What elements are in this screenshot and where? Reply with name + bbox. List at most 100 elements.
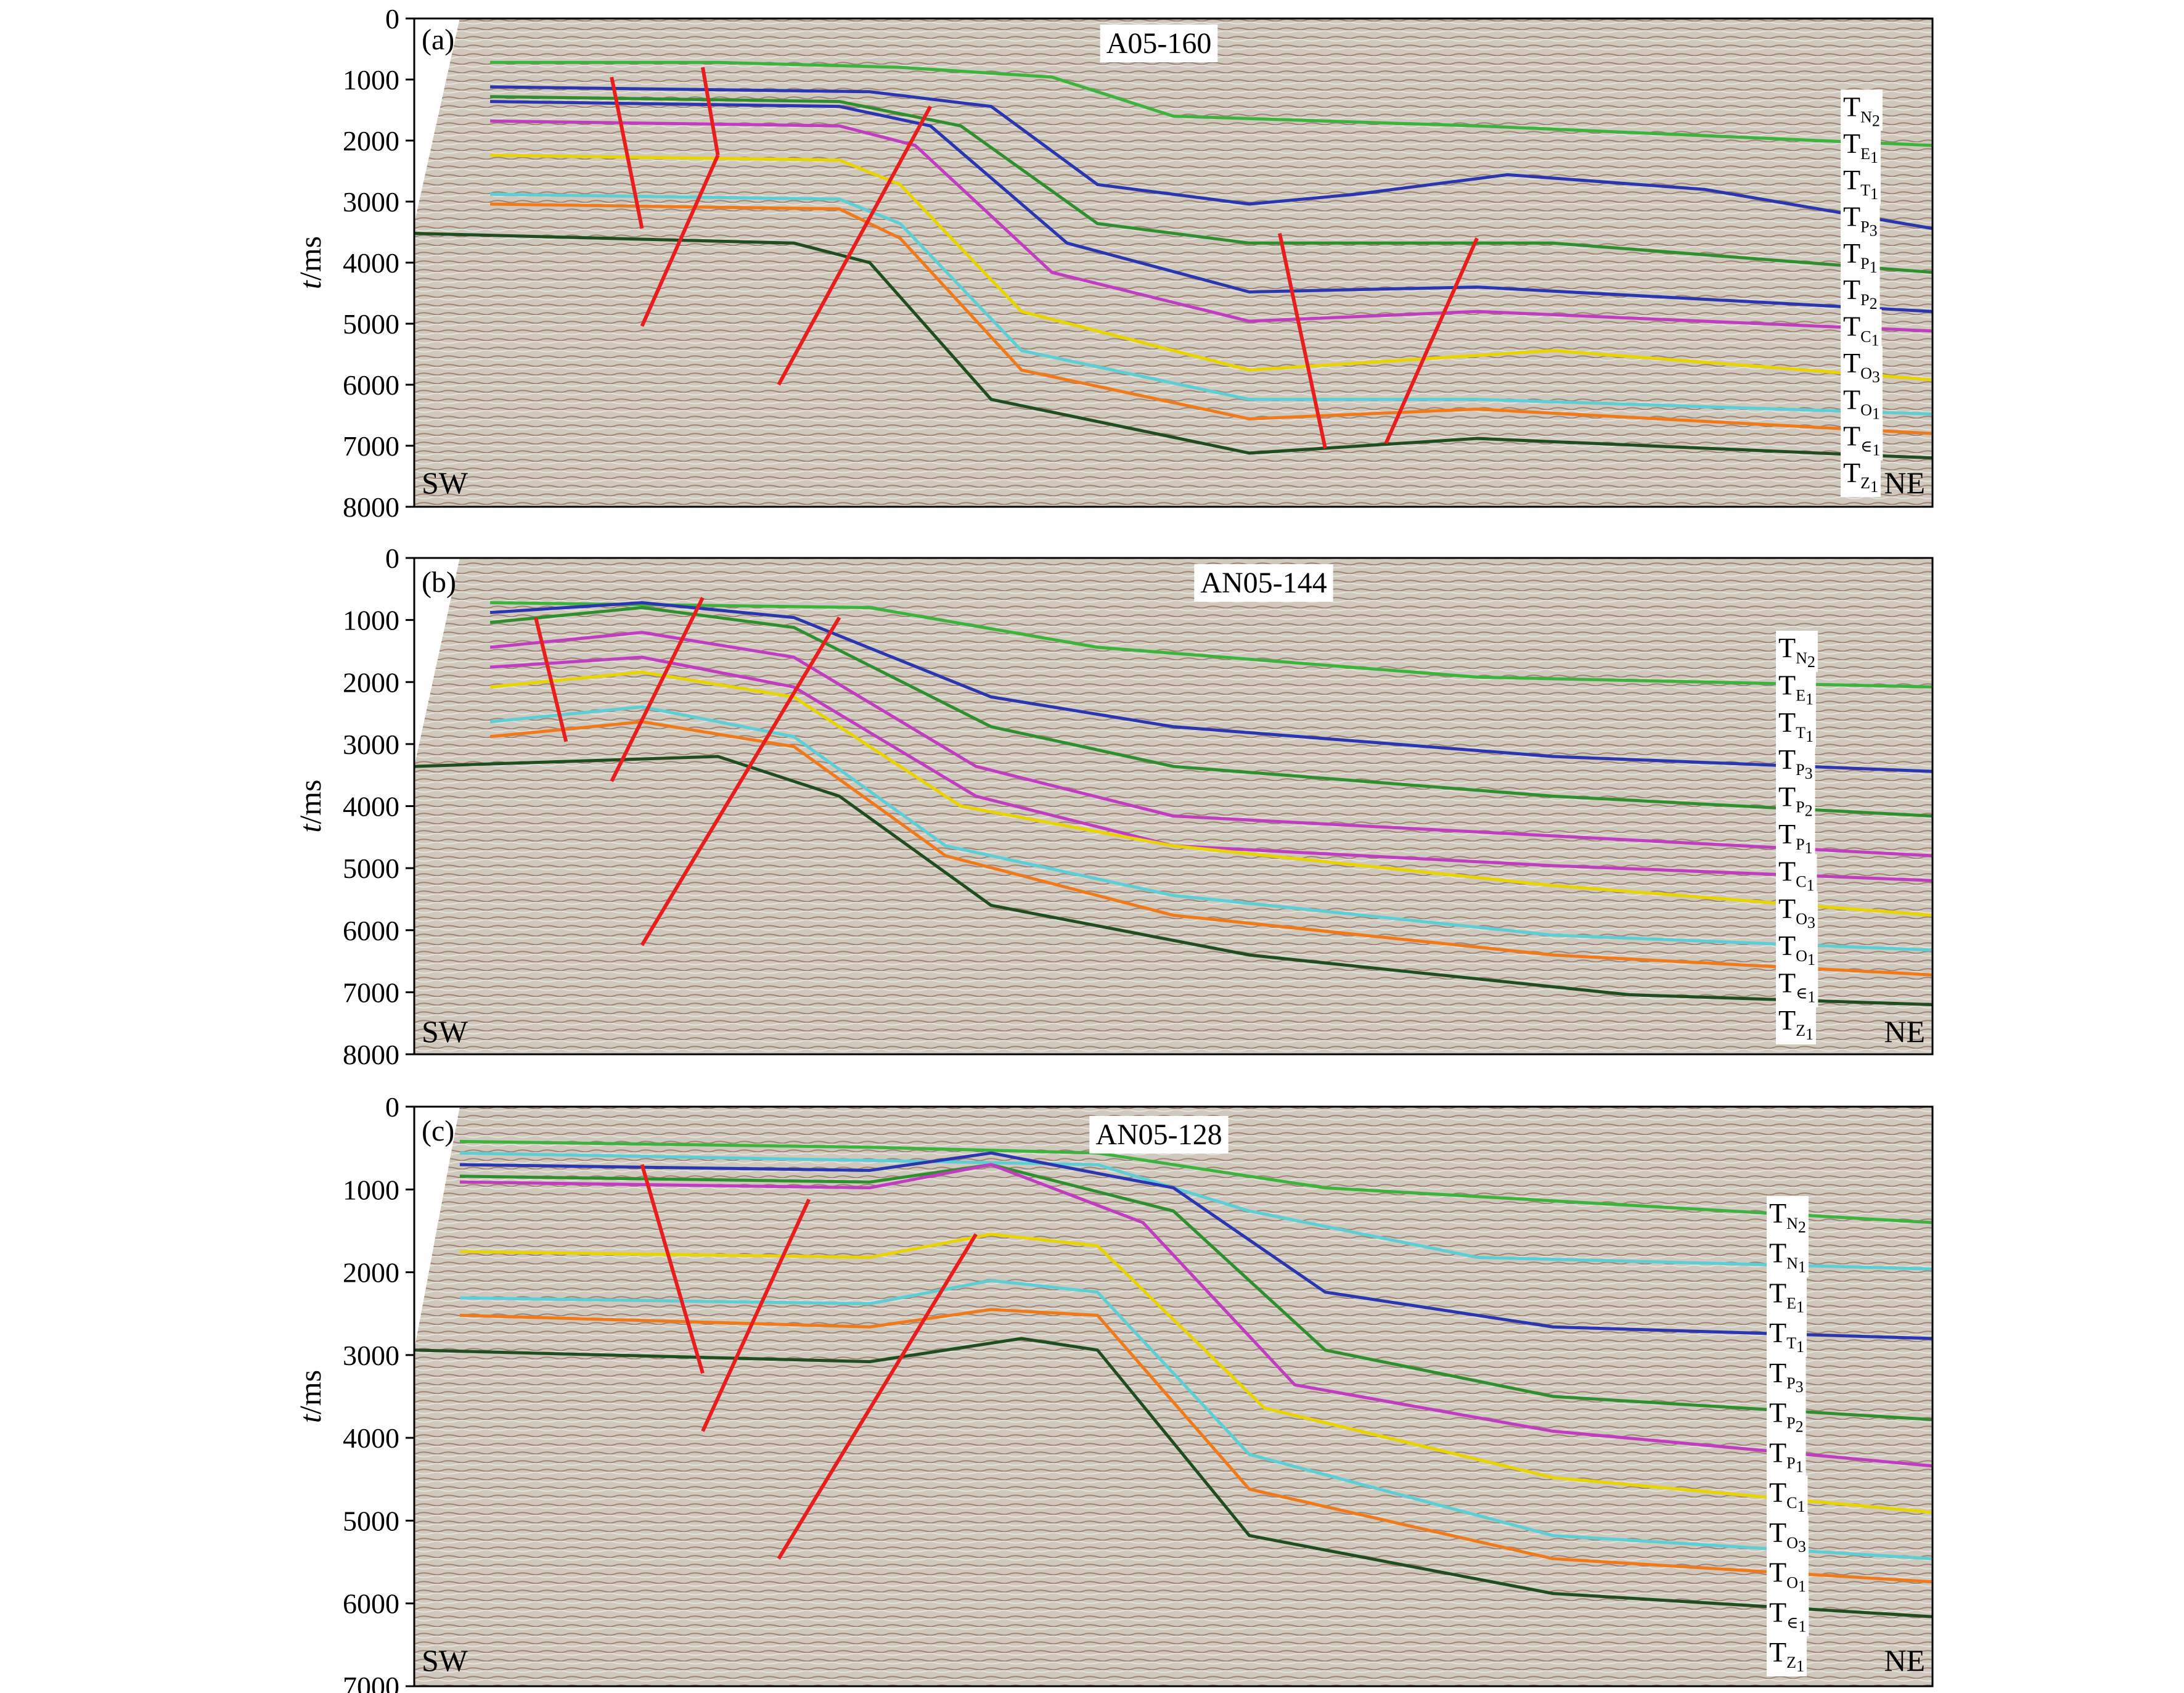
horizon-label: TP2 <box>1769 1397 1804 1436</box>
horizon-label: TE1 <box>1769 1277 1804 1316</box>
horizon-label-box <box>1841 382 1883 424</box>
horizon-line-p2 <box>490 119 1933 333</box>
horizon-label: TT1 <box>1769 1317 1804 1356</box>
horizon-label: TN1 <box>1769 1237 1806 1276</box>
horizon-label-box <box>1767 1555 1809 1597</box>
fault-line <box>701 67 720 156</box>
line-name-box <box>1100 25 1218 62</box>
direction-label-sw: SW <box>422 465 468 500</box>
fault-line <box>777 1233 978 1560</box>
line-name-box <box>1089 1116 1229 1154</box>
horizon-label-box <box>1776 891 1818 933</box>
horizon-line-z1 <box>414 232 1933 460</box>
y-tick-label: 0 <box>385 3 399 35</box>
horizon-label: TE1 <box>1843 128 1878 166</box>
direction-label-sw: SW <box>422 1014 468 1049</box>
horizon-line-z1 <box>414 755 1933 1006</box>
seismic-section <box>414 1107 1932 1686</box>
horizon-label: TZ1 <box>1769 1636 1804 1675</box>
y-tick-label: 4000 <box>343 247 399 279</box>
horizon-label: T∈1 <box>1769 1596 1806 1635</box>
horizon-label: TZ1 <box>1843 457 1878 496</box>
horizon-label: TN2 <box>1843 91 1880 129</box>
horizon-label: TC1 <box>1843 311 1879 350</box>
horizon-label: TZ1 <box>1778 1004 1814 1043</box>
horizon-label-box <box>1841 273 1880 314</box>
y-axis-title: t/ms <box>293 1370 327 1423</box>
horizon-label-box <box>1767 1316 1807 1358</box>
horizon-line-n2 <box>490 60 1933 147</box>
y-tick-label: 1000 <box>343 1174 399 1205</box>
horizon-label: TP3 <box>1843 200 1878 239</box>
y-tick-label: 2000 <box>343 1257 399 1289</box>
horizon-label-box <box>1841 199 1880 241</box>
horizon-line-o1 <box>489 705 1933 952</box>
y-tick-label: 8000 <box>343 491 399 523</box>
fault-line <box>640 154 720 327</box>
panel-letter: (a) <box>422 23 454 56</box>
horizon-label-box <box>1767 1236 1809 1277</box>
horizon-label-box <box>1841 309 1882 351</box>
horizon-label: TE1 <box>1778 669 1814 708</box>
horizon-line-cm1 <box>459 1308 1933 1584</box>
horizon-label-box <box>1841 163 1881 205</box>
panel-frame <box>413 1105 1934 1687</box>
horizon-line-cm1 <box>490 202 1933 435</box>
horizon-label-box <box>1841 456 1881 497</box>
horizon-label: TP1 <box>1769 1437 1804 1475</box>
horizon-label-box <box>1776 854 1817 896</box>
horizon-label-box <box>1776 705 1816 747</box>
panel-a: 0 1000 2000 3000 4000 5000 6000 7000 8000 t/ms (a)… <box>293 3 1934 523</box>
y-tick-label: 0 <box>385 543 399 574</box>
horizon-label-box <box>1776 965 1818 1007</box>
horizon-label: TP1 <box>1778 818 1813 857</box>
horizon-line-p3 <box>490 95 1933 274</box>
direction-label-ne: NE <box>1884 1643 1925 1678</box>
horizon-label-box <box>1776 817 1815 858</box>
fault-line <box>610 76 644 229</box>
horizon-label-box <box>1776 1003 1816 1044</box>
y-tick-label: 4000 <box>343 791 399 822</box>
horizon-line-o3 <box>489 670 1933 917</box>
horizon-line-z1 <box>414 1337 1933 1618</box>
horizon-label-box <box>1841 236 1880 277</box>
horizon-label: TO1 <box>1778 930 1815 969</box>
y-tick-label: 6000 <box>343 369 399 401</box>
y-tick-label: 7000 <box>343 430 399 462</box>
y-tick-label: 1000 <box>343 64 399 96</box>
fault-line <box>534 617 568 742</box>
y-tick-label: 3000 <box>343 1340 399 1371</box>
panel-c: 0 1000 2000 3000 4000 5000 6000 7000 t/ms (c) AN05… <box>293 1091 1934 1693</box>
horizon-label: TO3 <box>1843 347 1880 386</box>
horizon-label: TN2 <box>1778 632 1815 671</box>
panel-letter: (c) <box>422 1115 454 1147</box>
fault-line <box>610 597 705 782</box>
horizon-label: TO3 <box>1778 893 1815 932</box>
horizon-label: TC1 <box>1769 1477 1805 1515</box>
y-axis-title: t/ms <box>293 779 327 832</box>
y-tick-label: 7000 <box>343 977 399 1008</box>
line-name: A05-160 <box>1106 27 1212 60</box>
horizon-label-box <box>1841 126 1881 168</box>
direction-label-sw: SW <box>422 1643 468 1678</box>
horizon-label: TO1 <box>1843 383 1880 422</box>
horizon-label: TT1 <box>1843 164 1878 203</box>
horizon-label: TP1 <box>1843 237 1878 276</box>
horizon-label-box <box>1767 1395 1806 1437</box>
y-tick-label: 1000 <box>343 605 399 636</box>
horizon-label-box <box>1776 928 1818 970</box>
horizon-label: TP3 <box>1769 1357 1804 1396</box>
horizon-label: TO3 <box>1769 1517 1806 1556</box>
direction-label-ne: NE <box>1884 465 1925 500</box>
y-tick-label: 5000 <box>343 308 399 340</box>
direction-label-ne: NE <box>1884 1014 1925 1049</box>
panel-letter: (b) <box>422 566 456 599</box>
y-tick-label: 7000 <box>343 1671 399 1693</box>
horizon-label: TO1 <box>1769 1557 1806 1596</box>
horizon-label-box <box>1767 1635 1807 1676</box>
horizon-label-box <box>1776 779 1815 821</box>
horizon-label-box <box>1767 1515 1809 1557</box>
fault-line <box>640 1164 705 1374</box>
horizon-label: TC1 <box>1778 855 1814 894</box>
